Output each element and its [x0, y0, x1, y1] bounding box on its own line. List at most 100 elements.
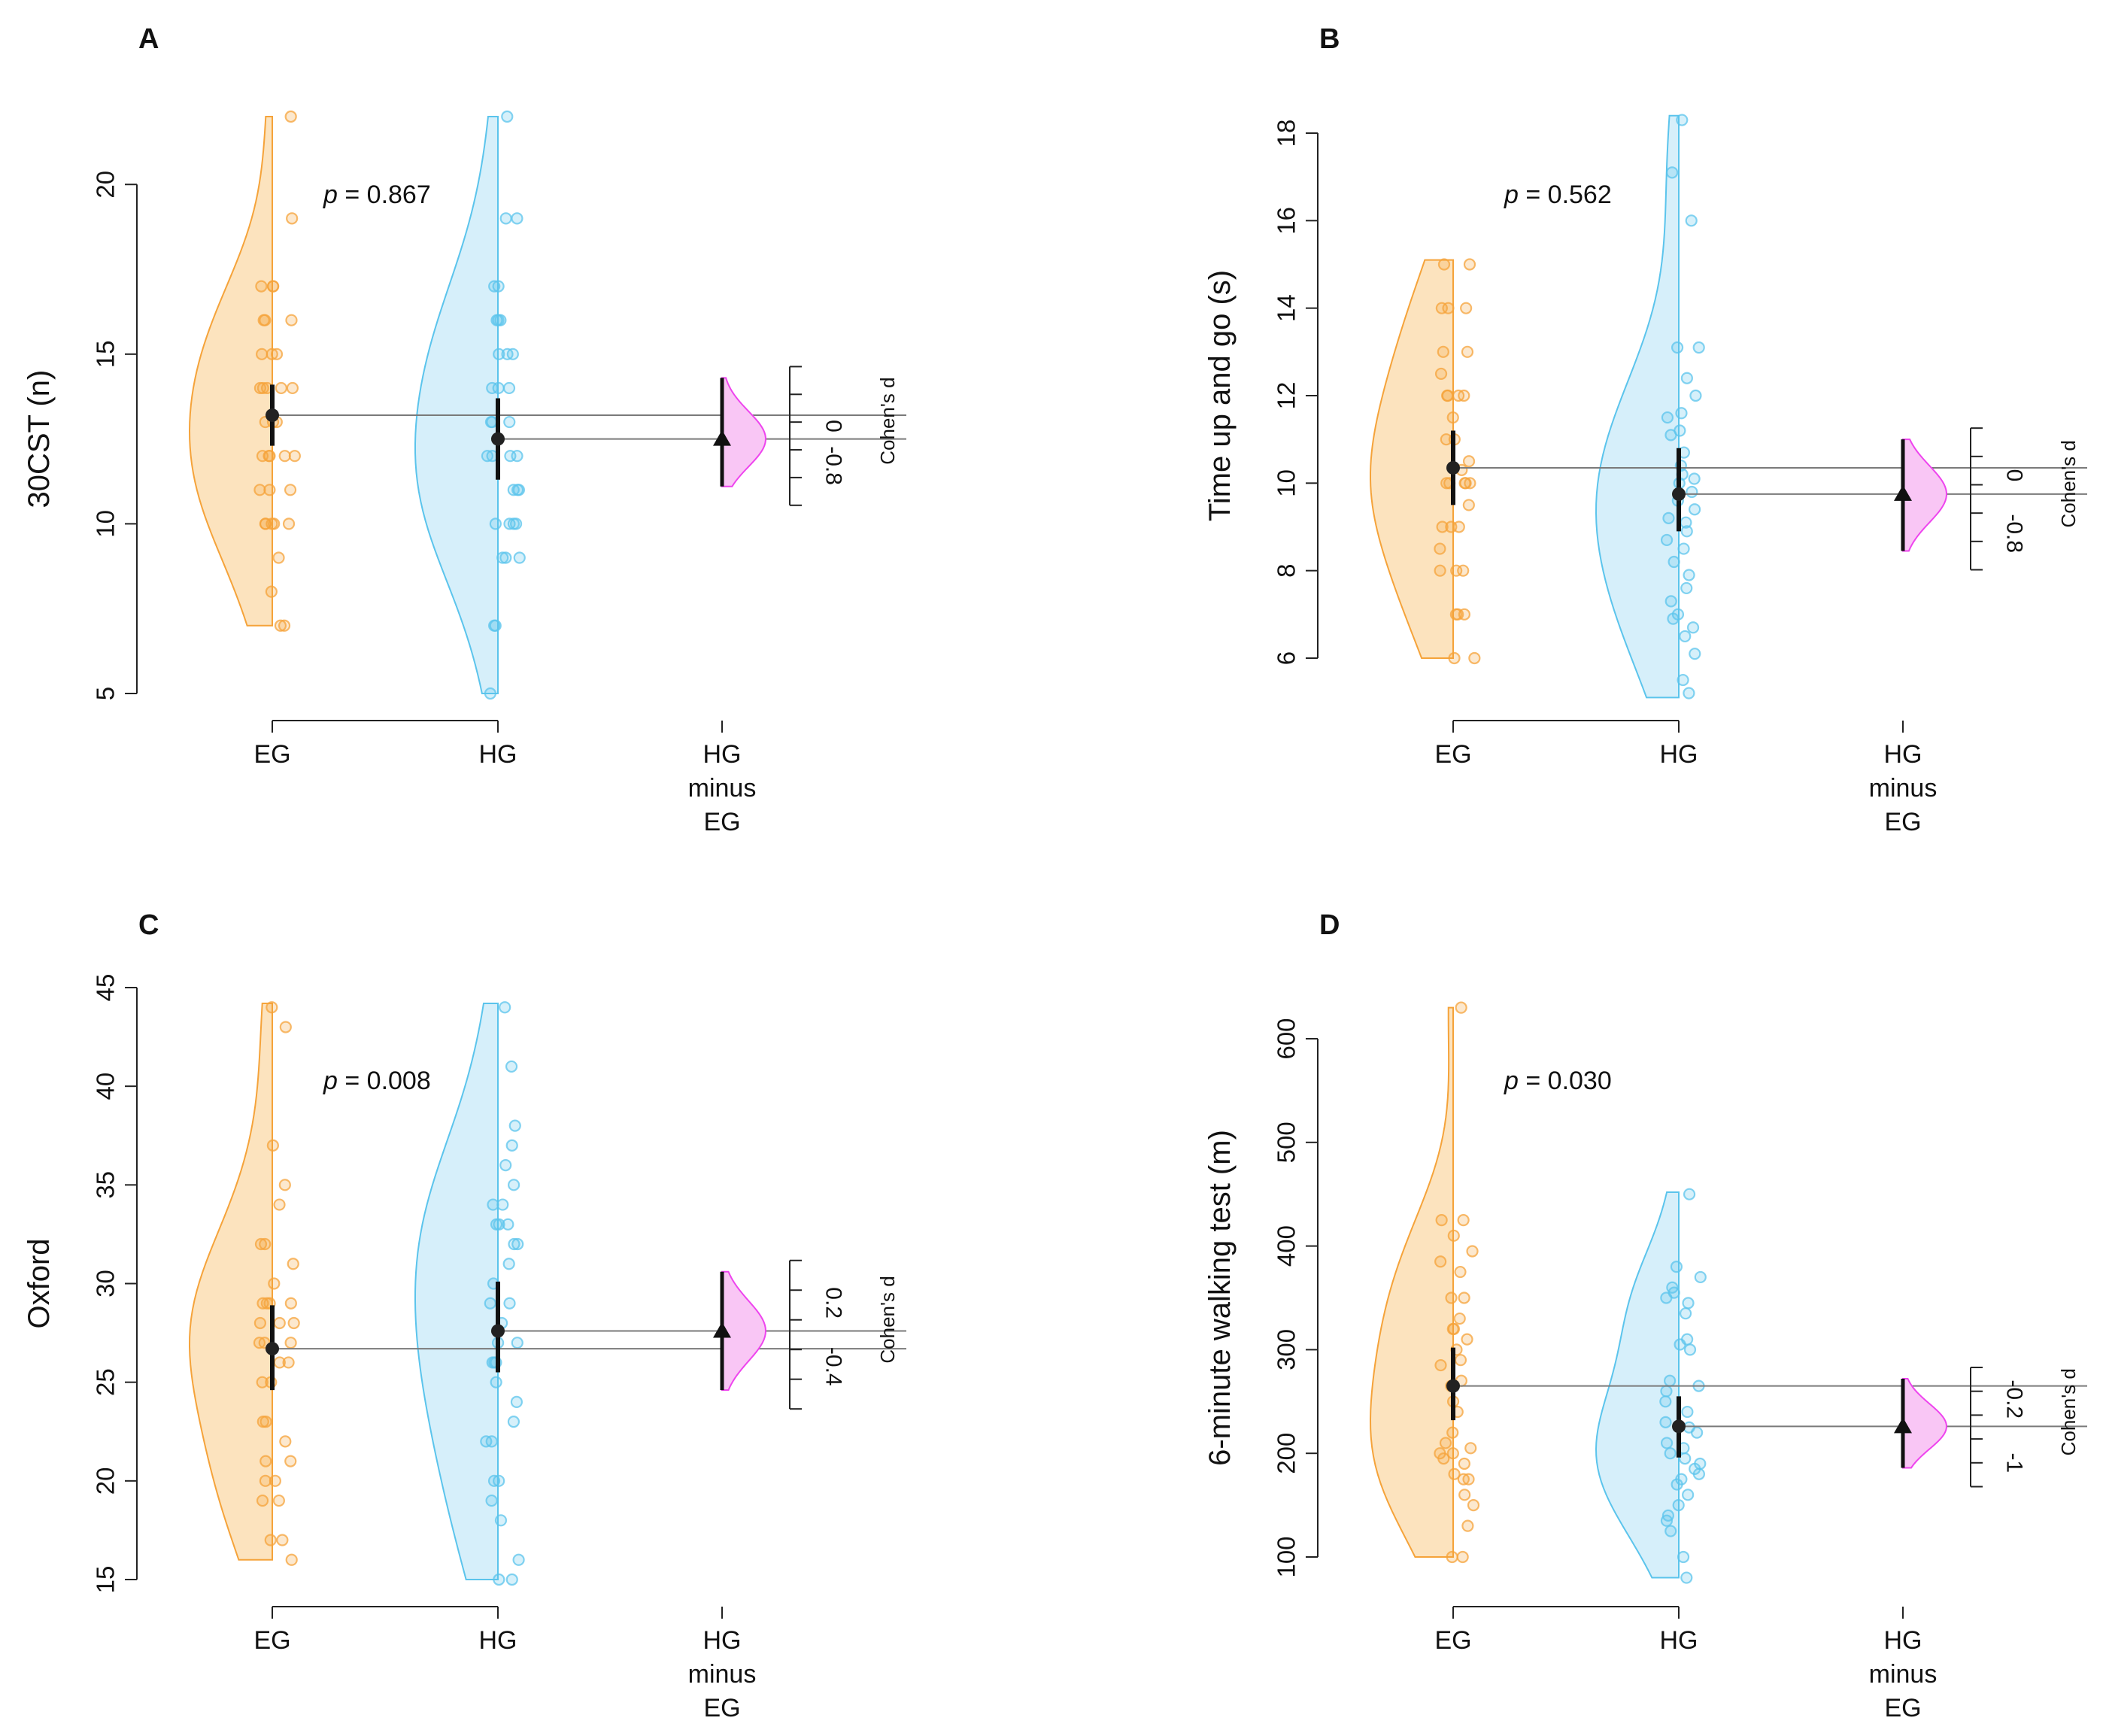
eg-point [273, 1316, 286, 1330]
p-value: 0.562 [1548, 181, 1612, 209]
x-label-diff: minus [1869, 1660, 1938, 1689]
diff-mean-triangle [1894, 1417, 1912, 1434]
x-label-diff: HG [703, 1626, 742, 1655]
y-tick-label: 35 [92, 1171, 120, 1199]
hg-point [1683, 1188, 1696, 1200]
hg-point [503, 517, 516, 530]
hg-point [1682, 1489, 1695, 1501]
eg-point [1437, 345, 1449, 358]
eg-point [254, 1237, 268, 1251]
hg-point [512, 1553, 525, 1566]
cohens-d-tick-label: 0.2 [821, 1287, 846, 1319]
hg-point [1688, 503, 1701, 516]
p-symbol: p [1504, 1067, 1519, 1095]
hg-point [499, 1158, 512, 1172]
hg-point [508, 1119, 521, 1132]
hg-point [1666, 166, 1679, 179]
hg-point [492, 280, 505, 293]
hg-point [1668, 555, 1680, 569]
eg-point [1445, 1291, 1458, 1304]
eg-point [267, 280, 280, 293]
x-label-eg: EG [1434, 740, 1471, 769]
hg-point [501, 110, 514, 123]
eg-point [1446, 1550, 1458, 1564]
hg-point [1677, 673, 1689, 687]
eg-point [1442, 302, 1455, 314]
hg-point [493, 1573, 505, 1586]
hg-point [505, 1573, 518, 1586]
eg-point [274, 619, 287, 632]
y-tick-label: 6 [1273, 651, 1300, 665]
hg-point [484, 1297, 496, 1310]
eg-point [266, 1001, 278, 1014]
hg-point [1689, 648, 1701, 660]
diff-distribution [721, 377, 766, 487]
cohens-d-tick-label: -0.2 [2002, 1379, 2027, 1419]
hg-point [1659, 1395, 1672, 1408]
hg-point [511, 212, 523, 225]
p-equals: = [338, 181, 367, 209]
hg-point [1685, 214, 1698, 227]
cohens-d-title: Cohen's d [2057, 1368, 2080, 1455]
hg-point [1686, 485, 1698, 499]
x-label-eg: EG [253, 740, 290, 769]
eg-point [1434, 564, 1446, 577]
hg-point [1664, 1525, 1677, 1537]
eg-point [1457, 564, 1470, 577]
hg-point [499, 212, 512, 225]
hg-point [1667, 612, 1680, 625]
y-axis-title: 6-minute walking test (m) [1203, 1130, 1237, 1466]
diff-mean-triangle [713, 1322, 731, 1338]
hg-point [1683, 687, 1695, 700]
x-label-hg: HG [1660, 740, 1698, 769]
diff-distribution [1902, 439, 1947, 552]
eg-point [264, 1534, 277, 1546]
eg-point [285, 1553, 298, 1566]
hg-point [1682, 1297, 1695, 1310]
eg-point [1467, 1498, 1480, 1512]
eg-point [1460, 302, 1473, 314]
hg-point [1672, 1498, 1685, 1512]
x-label-diff: EG [1884, 808, 1921, 836]
hg-point [1659, 1416, 1672, 1428]
hg-point [489, 517, 502, 530]
panel-letter: C [138, 909, 159, 941]
y-tick-label: 10 [1273, 469, 1300, 497]
cohens-d-title: Cohen's d [876, 1276, 899, 1363]
eg-point [1446, 1447, 1459, 1460]
hg-point [493, 348, 505, 360]
y-tick-label: 5 [92, 687, 120, 700]
hg-point [1680, 525, 1693, 538]
y-tick-label: 10 [92, 510, 120, 538]
eg-point [278, 619, 291, 632]
hg-point [488, 280, 501, 293]
hg-point [510, 1395, 523, 1409]
y-tick-label: 200 [1273, 1433, 1300, 1474]
p-value-label: p = 0.562 [1504, 181, 1612, 209]
hg-point [486, 381, 499, 395]
eg-point [285, 314, 298, 326]
cohens-d-title: Cohen's d [2057, 440, 2080, 527]
eg-point [1461, 1333, 1473, 1346]
hg-point [490, 314, 503, 326]
hg-point [1664, 1447, 1677, 1460]
hg-point [1680, 581, 1693, 595]
eg-point [255, 280, 268, 293]
hg-point [496, 1198, 509, 1211]
p-symbol: p [323, 1067, 338, 1095]
hg-point [1694, 1270, 1707, 1284]
hg-point [1692, 1467, 1705, 1480]
eg-point [1440, 433, 1452, 446]
eg-point [284, 1337, 297, 1349]
hg-point [1661, 411, 1674, 424]
y-tick-label: 25 [92, 1368, 120, 1396]
panel-B: B 6 8 10 12 14 16 18 Time up and go (s) p = 0.562… [1203, 23, 2087, 836]
eg-point [259, 1237, 272, 1251]
y-axis-title: Oxford [23, 1238, 56, 1328]
y-tick-label: 15 [92, 1566, 120, 1594]
hg-point [487, 1474, 501, 1487]
eg-point [1446, 1322, 1459, 1335]
y-tick-label: 45 [92, 974, 120, 1002]
eg-point [1437, 258, 1451, 271]
hg-point [1688, 472, 1701, 485]
